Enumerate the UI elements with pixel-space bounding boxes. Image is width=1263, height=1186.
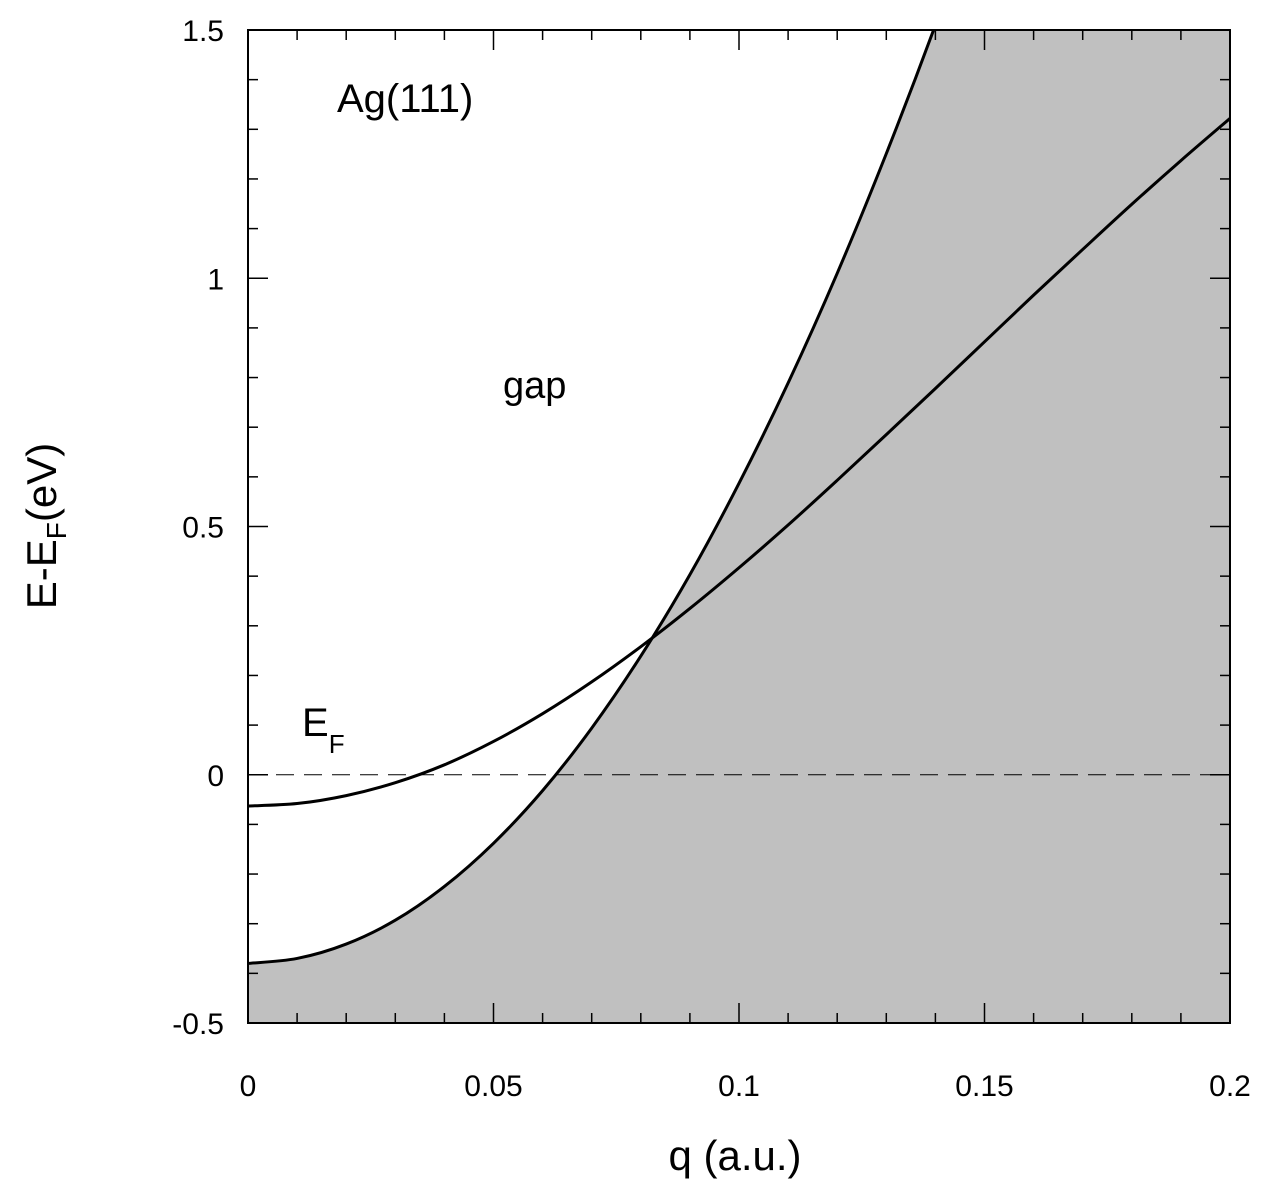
y-axis-title-subscript: F (41, 522, 72, 539)
x-tick-labels: 0 0.05 0.1 0.15 0.2 (240, 1070, 1251, 1103)
x-tick-label: 0.2 (1209, 1070, 1251, 1103)
bulk-band-edge-curve (248, 30, 936, 965)
x-tick-label: 0.15 (955, 1070, 1013, 1103)
x-tick-marks (247, 30, 1231, 1023)
annotation-gap: gap (503, 365, 566, 407)
x-tick-label: 0 (240, 1070, 257, 1103)
y-tick-label: 0 (207, 760, 224, 793)
x-tick-label: 0.05 (464, 1070, 522, 1103)
series-layer (248, 30, 1230, 965)
x-axis-title: q (a.u.) (668, 1132, 801, 1179)
y-tick-label: 1 (207, 263, 224, 296)
y-tick-labels: -0.5 0 0.5 1 1.5 (172, 15, 224, 1041)
y-tick-label: -0.5 (172, 1008, 224, 1041)
annotation-ef: EF (302, 701, 345, 759)
surface-state-curve (248, 117, 1230, 808)
annotation-ef-subscript: F (329, 729, 345, 759)
y-tick-label: 0.5 (182, 512, 224, 545)
y-axis-title-tail: (eV) (18, 443, 65, 522)
y-tick-label: 1.5 (182, 15, 224, 48)
y-axis-title-main: E-E (18, 539, 65, 609)
y-axis-title: E-EF(eV) (18, 443, 72, 609)
y-tick-marks (248, 29, 1230, 1024)
x-tick-label: 0.1 (718, 1070, 760, 1103)
annotation-ag111: Ag(111) (337, 77, 473, 121)
annotation-ef-main: E (302, 701, 329, 745)
